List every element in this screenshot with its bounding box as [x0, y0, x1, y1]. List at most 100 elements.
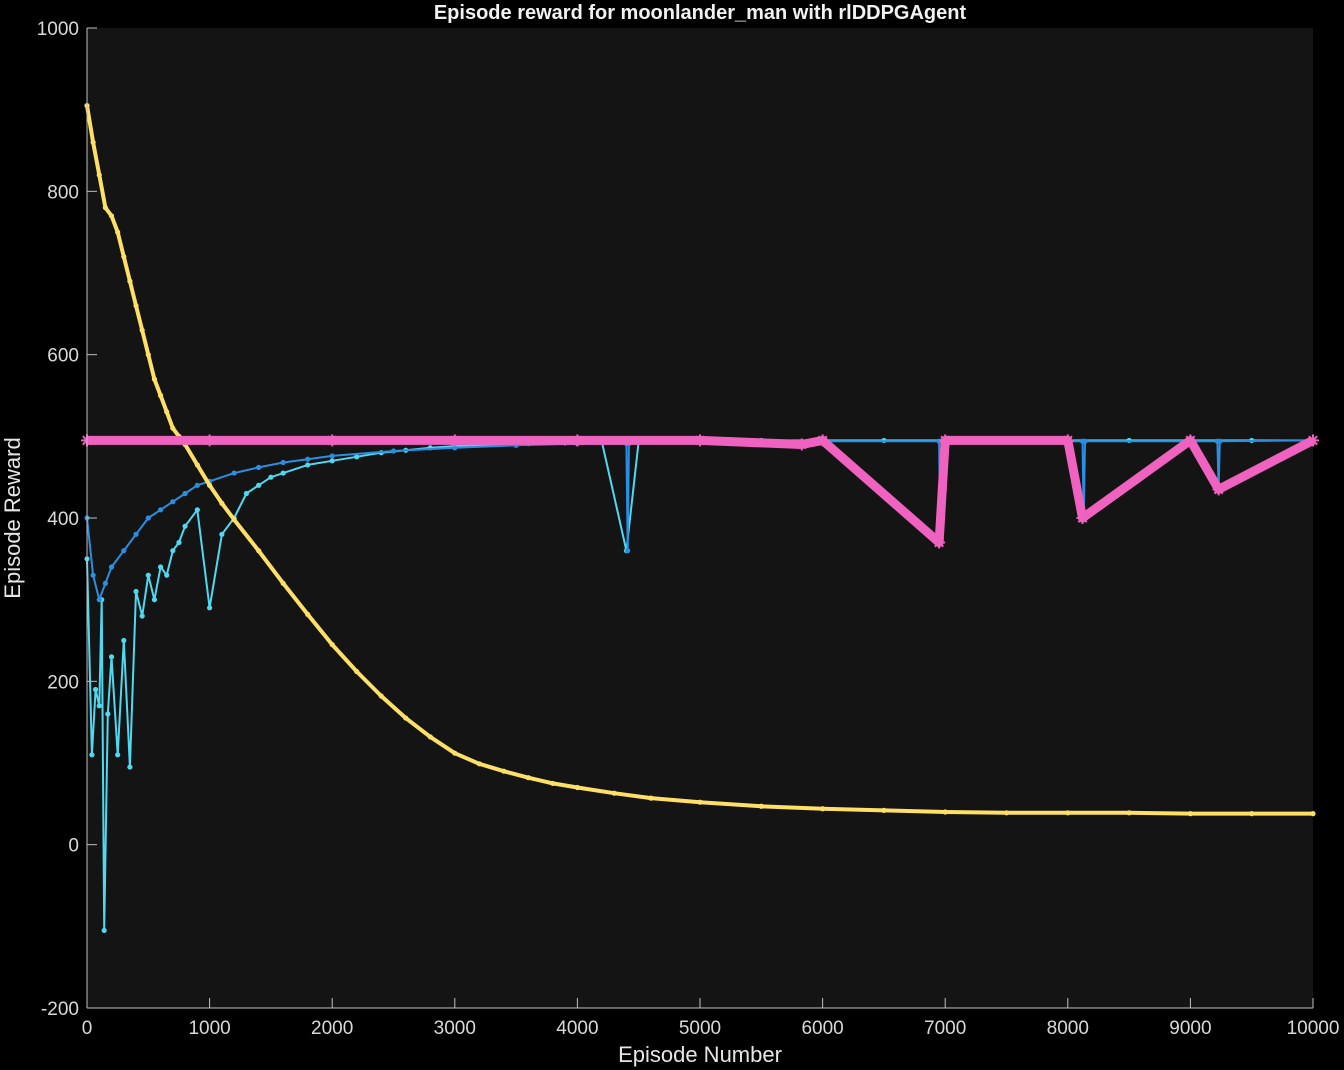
data-point — [1003, 810, 1010, 816]
data-point — [1126, 810, 1132, 816]
data-point — [1217, 438, 1223, 444]
data-point — [816, 434, 829, 447]
data-point — [115, 229, 121, 235]
data-point — [145, 572, 151, 578]
data-point — [151, 376, 158, 382]
data-point — [256, 482, 262, 488]
x-tick-label: 2000 — [311, 1018, 353, 1039]
data-point — [90, 139, 96, 145]
y-tick-label: -200 — [41, 999, 79, 1020]
x-tick-label: 8000 — [1047, 1018, 1089, 1039]
data-point — [243, 490, 249, 497]
data-point — [121, 254, 127, 260]
data-point — [280, 580, 286, 586]
data-point — [231, 517, 237, 523]
data-point — [145, 515, 151, 521]
data-point — [102, 205, 108, 211]
data-point — [933, 536, 946, 549]
data-point — [550, 780, 556, 787]
data-point — [170, 499, 176, 505]
y-tick-label: 0 — [68, 836, 79, 857]
y-tick-label: 200 — [47, 672, 79, 693]
x-tick-label: 0 — [82, 1018, 93, 1039]
data-point — [194, 462, 200, 468]
data-point — [92, 686, 99, 693]
x-axis-label: Episode Number — [618, 1042, 782, 1067]
data-point — [378, 693, 384, 699]
series-layer — [81, 102, 1319, 934]
data-point — [448, 434, 461, 447]
y-tick-label: 600 — [47, 346, 79, 367]
data-point — [390, 448, 397, 454]
x-tick-label: 7000 — [924, 1018, 966, 1039]
data-point — [108, 213, 115, 219]
data-point — [939, 434, 952, 447]
data-point — [96, 703, 102, 709]
data-point — [305, 611, 311, 617]
data-point — [329, 458, 335, 464]
data-point — [157, 392, 164, 399]
data-point — [182, 523, 188, 529]
data-point — [1076, 512, 1089, 524]
data-point — [115, 752, 121, 758]
data-point — [326, 434, 339, 447]
data-point — [280, 470, 286, 476]
y-tick-label: 400 — [47, 509, 79, 530]
data-point — [1082, 438, 1088, 444]
data-point — [1307, 434, 1319, 447]
data-point — [403, 715, 409, 721]
data-point — [694, 434, 706, 447]
data-point — [795, 438, 808, 451]
data-point — [219, 500, 225, 506]
data-point — [127, 764, 133, 770]
series-episode-q0 — [84, 102, 1316, 817]
data-point — [942, 809, 948, 815]
data-point — [476, 761, 482, 767]
data-point — [268, 474, 274, 480]
data-point — [574, 784, 581, 791]
y-tick-label: 1000 — [37, 19, 79, 40]
data-point — [133, 531, 139, 537]
data-point — [139, 327, 145, 333]
data-point — [157, 564, 164, 570]
data-point — [121, 548, 127, 554]
data-point — [89, 752, 95, 758]
data-point — [157, 507, 164, 513]
data-point — [101, 927, 107, 934]
data-point — [105, 711, 111, 717]
data-point — [881, 807, 887, 813]
data-point — [305, 462, 311, 468]
data-point — [758, 803, 764, 809]
data-point — [427, 734, 433, 740]
data-point — [102, 580, 108, 586]
data-point — [133, 303, 139, 309]
data-point — [231, 470, 237, 476]
chart-title: Episode reward for moonlander_man with r… — [434, 2, 967, 24]
data-point — [203, 434, 216, 447]
data-point — [820, 806, 826, 812]
data-point — [305, 456, 311, 462]
data-point — [194, 482, 200, 488]
data-point — [219, 531, 225, 537]
data-point — [145, 352, 151, 358]
data-point — [164, 572, 170, 578]
data-point — [1065, 810, 1071, 816]
plot-area — [87, 28, 1313, 1008]
data-point — [697, 799, 703, 805]
data-point — [354, 454, 360, 460]
data-point — [1249, 811, 1255, 817]
data-point — [1184, 434, 1197, 447]
data-point — [194, 507, 200, 513]
x-tick-label: 1000 — [188, 1018, 230, 1039]
data-point — [571, 434, 584, 447]
data-point — [96, 172, 102, 178]
data-point — [525, 775, 531, 781]
data-point — [1310, 811, 1316, 817]
data-point — [151, 597, 158, 603]
data-point — [625, 548, 631, 554]
data-point — [452, 750, 458, 756]
data-point — [96, 597, 102, 603]
data-point — [1187, 811, 1193, 817]
data-point — [354, 668, 360, 675]
